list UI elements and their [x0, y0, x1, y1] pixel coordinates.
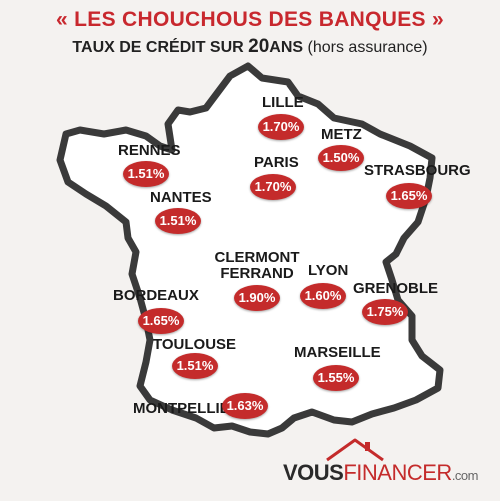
rate-badge-toulouse: 1.51% — [172, 353, 218, 379]
rate-badge-metz: 1.50% — [318, 145, 364, 171]
city-label-lyon: LYON — [308, 262, 349, 279]
rate-badge-clermont-ferrand: 1.90% — [234, 285, 280, 311]
city-label-bordeaux: BORDEAUX — [113, 287, 199, 304]
page-title: « LES CHOUCHOUS DES BANQUES » — [56, 8, 444, 31]
city-label-marseille: MARSEILLE — [294, 344, 381, 361]
city-label-metz: METZ — [321, 126, 362, 143]
rate-badge-marseille: 1.55% — [313, 365, 359, 391]
subtitle-prefix: TAUX DE CRÉDIT SUR — [72, 39, 249, 56]
city-label-nantes: NANTES — [150, 189, 212, 206]
rate-badge-rennes: 1.51% — [123, 161, 169, 187]
city-label-clermont-ferrand: CLERMONT FERRAND — [214, 250, 300, 282]
rate-badge-grenoble: 1.75% — [362, 299, 408, 325]
subtitle-ans: ANS — [269, 39, 304, 56]
rate-badge-paris: 1.70% — [250, 174, 296, 200]
logo-part-financer: FINANCER — [343, 460, 452, 485]
logo-part-dotcom: .com — [451, 468, 479, 483]
city-label-rennes: RENNES — [118, 142, 181, 159]
city-label-montpellier: MONTPELLIER — [133, 400, 241, 417]
city-label-toulouse: TOULOUSE — [153, 336, 237, 353]
house-roof-icon — [326, 438, 384, 462]
city-label-ferrand: FERRAND — [220, 265, 294, 282]
subtitle-years: 20 — [248, 36, 270, 57]
subtitle-suffix: (hors assurance) — [307, 39, 428, 56]
city-label-strasbourg: STRASBOURG — [364, 162, 471, 179]
page-subtitle: TAUX DE CRÉDIT SUR 20ANS (hors assurance… — [0, 36, 500, 58]
rate-badge-strasbourg: 1.65% — [386, 183, 432, 209]
logo-part-vous: VOUS — [283, 460, 344, 485]
city-label-lille: LILLE — [262, 94, 304, 111]
city-label-paris: PARIS — [254, 154, 299, 171]
city-label-clermont: CLERMONT — [214, 249, 300, 266]
city-label-grenoble: GRENOBLE — [353, 280, 439, 297]
rate-badge-nantes: 1.51% — [155, 208, 201, 234]
rate-badge-bordeaux: 1.65% — [138, 308, 184, 334]
rate-badge-lille: 1.70% — [258, 114, 304, 140]
brand-logo: VOUSFINANCER.com — [283, 460, 478, 486]
rate-badge-lyon: 1.60% — [300, 283, 346, 309]
rate-badge-montpellier: 1.63% — [222, 393, 268, 419]
